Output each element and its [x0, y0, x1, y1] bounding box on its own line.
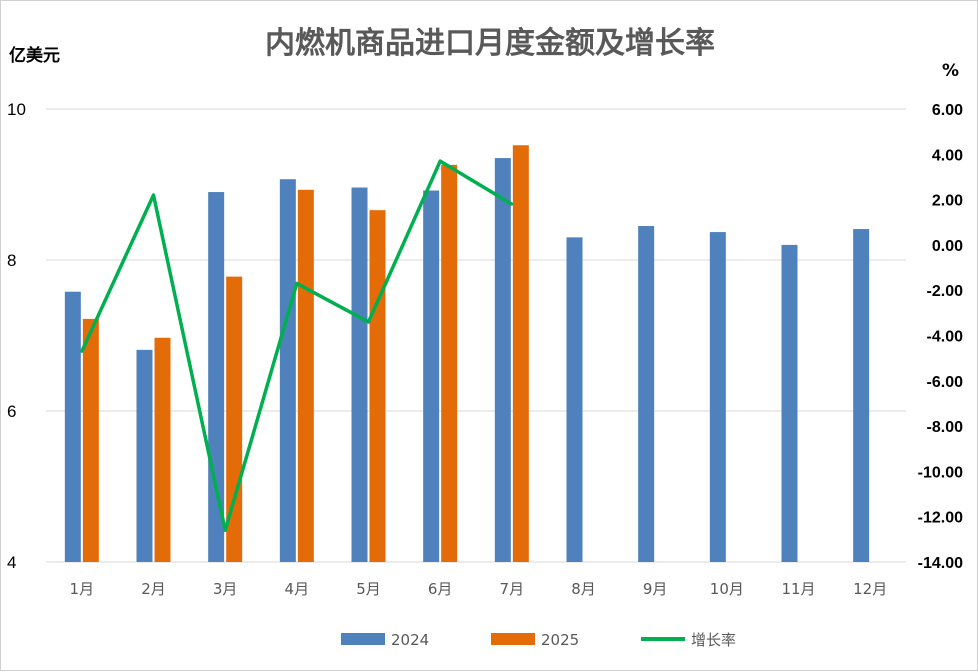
x-axis-ticks: 1月 2月 3月 4月 5月 6月 7月 8月 9月 10月 11月 12月	[70, 580, 888, 598]
bar-2024	[638, 226, 655, 562]
line-point	[510, 202, 514, 206]
bar-2025	[369, 210, 386, 563]
line-point	[80, 349, 84, 353]
bar-2025	[441, 164, 458, 562]
legend-swatch-2025	[491, 633, 535, 645]
y2-tick-label: 0.00	[932, 238, 963, 255]
x-tick-label: 4月	[285, 580, 310, 598]
x-tick-label: 11月	[781, 580, 815, 598]
line-point	[152, 193, 155, 197]
y-tick-label: 8	[7, 251, 16, 270]
y2-tick-label: -6.00	[927, 374, 964, 391]
x-tick-label: 5月	[356, 580, 381, 598]
y2-tick-label: 2.00	[932, 193, 963, 210]
line-point	[295, 281, 299, 285]
legend-label: 增长率	[691, 631, 736, 649]
y-tick-label: 6	[7, 402, 16, 421]
legend: 2024 2025 增长率	[341, 631, 736, 649]
x-tick-label: 2月	[141, 580, 166, 598]
line-point	[438, 159, 442, 163]
bar-2024	[566, 237, 583, 562]
y2-axis-unit: %	[942, 61, 959, 81]
legend-label: 2024	[391, 631, 429, 649]
y-tick-label: 10	[7, 100, 26, 119]
bar-2024	[853, 229, 870, 563]
growth-line	[80, 159, 514, 533]
bar-2025	[512, 145, 529, 563]
bar-2024	[136, 349, 153, 562]
x-tick-label: 12月	[853, 580, 887, 598]
x-tick-label: 3月	[213, 580, 238, 598]
y2-tick-label: -14.00	[918, 555, 963, 572]
y2-tick-label: -2.00	[927, 283, 964, 300]
x-tick-label: 9月	[643, 580, 668, 598]
bar-2024	[279, 179, 296, 562]
line-point	[223, 528, 227, 532]
y2-tick-label: 4.00	[932, 147, 963, 164]
x-tick-label: 1月	[70, 580, 95, 598]
y2-tick-label: -4.00	[927, 329, 964, 346]
x-tick-label: 6月	[428, 580, 453, 598]
bar-2024	[351, 187, 368, 562]
legend-swatch-2024	[341, 633, 385, 645]
y2-axis-ticks: -14.00 -12.00 -10.00 -8.00 -6.00 -4.00 -2.00 0.…	[918, 102, 963, 572]
bar-2024	[423, 190, 440, 563]
x-tick-label: 7月	[500, 580, 525, 598]
x-tick-label: 8月	[571, 580, 596, 598]
y2-tick-label: -10.00	[918, 464, 963, 481]
y-tick-label: 4	[7, 553, 16, 572]
bar-2025	[297, 189, 314, 562]
y-axis-unit: 亿美元	[9, 45, 60, 66]
y2-tick-label: -12.00	[918, 510, 963, 527]
bar-2025	[82, 318, 99, 562]
legend-label: 2025	[541, 631, 579, 649]
y2-tick-label: -8.00	[927, 419, 964, 436]
bar-2024	[709, 232, 726, 562]
bars	[64, 145, 870, 563]
x-tick-label: 10月	[710, 580, 744, 598]
line-point	[367, 320, 370, 324]
bar-2025	[154, 337, 171, 562]
chart-title: 内燃机商品进口月度金额及增长率	[265, 26, 715, 61]
bar-2024	[494, 158, 511, 562]
bar-2024	[781, 244, 798, 562]
y-axis-ticks: 4 6 8 10	[7, 100, 26, 572]
bar-2024	[64, 291, 81, 562]
y2-tick-label: 6.00	[932, 102, 963, 119]
gridlines	[46, 108, 906, 563]
